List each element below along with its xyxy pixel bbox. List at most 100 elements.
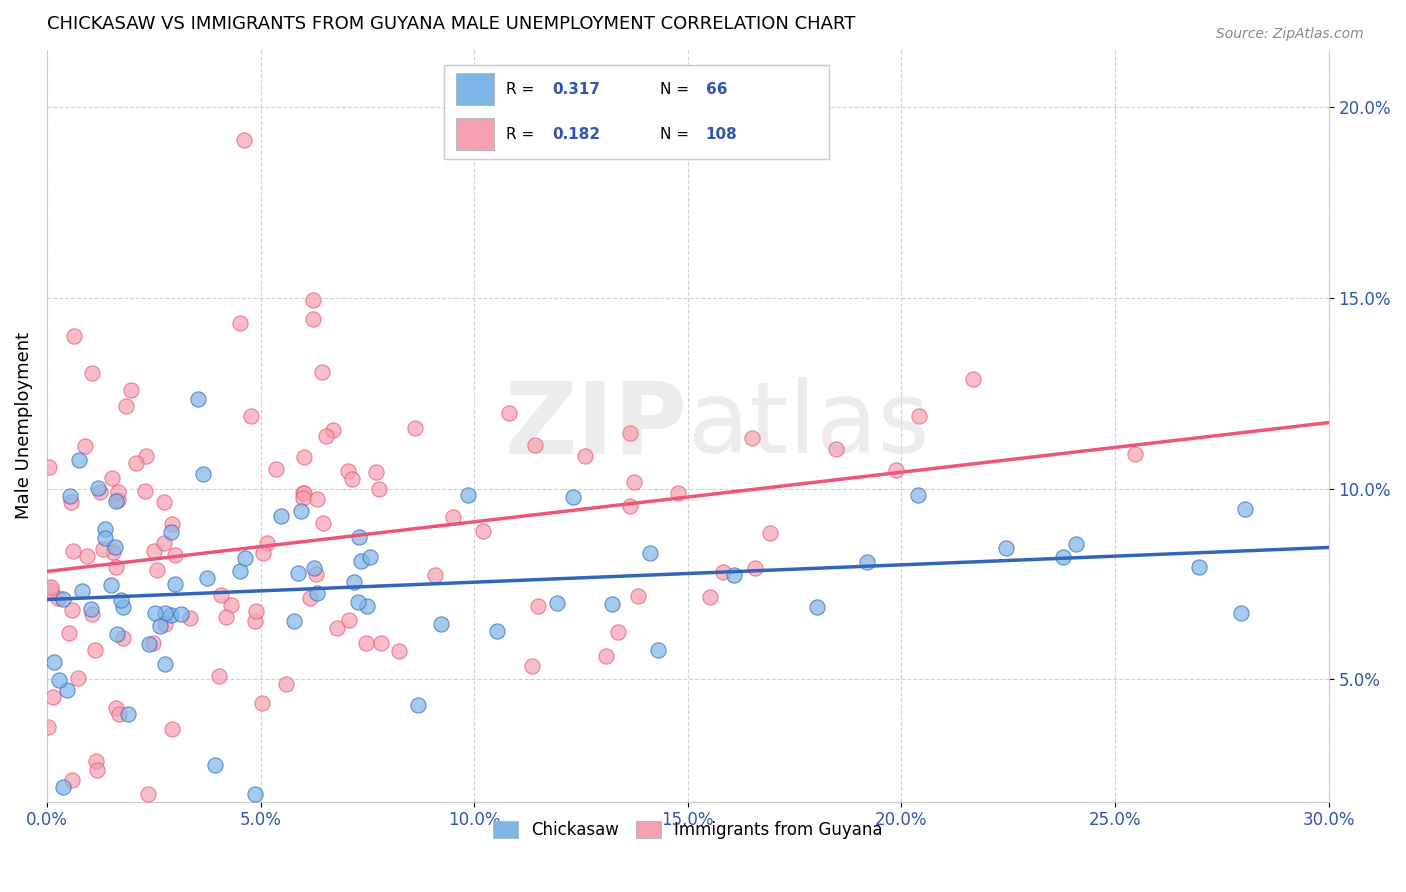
Point	[138, 637, 160, 651]
Text: atlas: atlas	[688, 377, 929, 475]
Point	[561, 490, 583, 504]
Point	[744, 561, 766, 575]
Point	[105, 494, 128, 508]
Point	[142, 544, 165, 558]
Point	[73, 439, 96, 453]
Point	[239, 409, 262, 423]
Point	[105, 700, 128, 714]
Point	[60, 603, 83, 617]
Point	[287, 566, 309, 581]
Point	[136, 787, 159, 801]
Point	[56, 683, 79, 698]
Point	[326, 621, 349, 635]
Point	[404, 421, 426, 435]
Text: ZIP: ZIP	[505, 377, 688, 475]
Point	[1230, 606, 1253, 620]
Point	[638, 545, 661, 559]
Point	[623, 475, 645, 490]
Point	[1064, 537, 1087, 551]
Point	[471, 524, 494, 538]
Point	[370, 636, 392, 650]
Point	[39, 582, 62, 597]
Point	[134, 484, 156, 499]
Point	[245, 604, 267, 618]
Point	[595, 648, 617, 663]
Point	[340, 472, 363, 486]
Point	[485, 624, 508, 638]
Point	[107, 485, 129, 500]
Point	[187, 392, 209, 407]
Point	[292, 450, 315, 464]
Point	[759, 525, 782, 540]
Point	[806, 600, 828, 615]
Point	[356, 599, 378, 614]
Point	[524, 438, 547, 452]
Point	[229, 316, 252, 330]
Point	[364, 465, 387, 479]
Point	[312, 516, 335, 531]
Point	[52, 591, 75, 606]
Point	[574, 450, 596, 464]
Point	[80, 602, 103, 616]
Point	[153, 657, 176, 671]
Point	[256, 535, 278, 549]
Point	[699, 590, 721, 604]
Point	[208, 668, 231, 682]
Point	[46, 591, 69, 605]
Point	[498, 406, 520, 420]
Point	[283, 614, 305, 628]
Point	[337, 613, 360, 627]
Point	[162, 722, 184, 736]
Point	[252, 697, 274, 711]
Point	[155, 616, 177, 631]
Point	[38, 459, 60, 474]
Point	[886, 463, 908, 477]
Point	[125, 456, 148, 470]
Point	[42, 690, 65, 704]
Point	[84, 754, 107, 768]
Point	[252, 546, 274, 560]
Point	[120, 383, 142, 397]
Point	[299, 591, 322, 606]
Point	[179, 611, 201, 625]
Point	[336, 465, 359, 479]
Point	[117, 706, 139, 721]
Point	[87, 481, 110, 495]
Point	[83, 643, 105, 657]
Point	[406, 698, 429, 713]
Point	[304, 561, 326, 575]
Point	[233, 550, 256, 565]
Point	[229, 564, 252, 578]
Point	[101, 471, 124, 485]
Text: Source: ZipAtlas.com: Source: ZipAtlas.com	[1216, 27, 1364, 41]
Point	[80, 607, 103, 621]
Point	[146, 563, 169, 577]
Point	[215, 610, 238, 624]
Point	[907, 409, 929, 423]
Point	[647, 642, 669, 657]
Point	[292, 485, 315, 500]
Point	[153, 606, 176, 620]
Point	[94, 531, 117, 545]
Point	[711, 566, 734, 580]
Point	[367, 482, 389, 496]
Point	[91, 542, 114, 557]
Point	[86, 763, 108, 777]
Point	[243, 614, 266, 628]
Point	[191, 467, 214, 482]
Point	[112, 599, 135, 614]
Point	[723, 567, 745, 582]
Legend: Chickasaw, Immigrants from Guyana: Chickasaw, Immigrants from Guyana	[486, 814, 890, 846]
Point	[856, 555, 879, 569]
Point	[1123, 447, 1146, 461]
Point	[291, 491, 314, 506]
Point	[619, 426, 641, 441]
Point	[143, 606, 166, 620]
Point	[59, 489, 82, 503]
Point	[60, 495, 83, 509]
Point	[204, 758, 226, 772]
Point	[994, 541, 1017, 556]
Point	[907, 488, 929, 502]
Point	[80, 367, 103, 381]
Point	[89, 484, 111, 499]
